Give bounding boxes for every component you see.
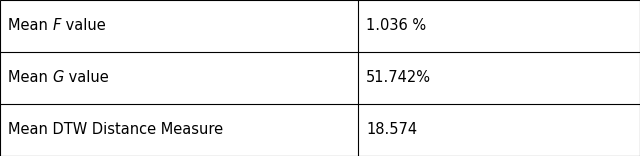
Text: G: G — [52, 71, 63, 85]
Text: F: F — [52, 19, 61, 34]
Text: Mean: Mean — [8, 71, 52, 85]
Text: Mean: Mean — [8, 19, 52, 34]
Text: 18.574: 18.574 — [366, 122, 417, 137]
Text: value: value — [63, 71, 108, 85]
Text: 51.742%: 51.742% — [366, 71, 431, 85]
Text: Mean DTW Distance Measure: Mean DTW Distance Measure — [8, 122, 223, 137]
Text: value: value — [61, 19, 106, 34]
Text: 1.036 %: 1.036 % — [366, 19, 426, 34]
